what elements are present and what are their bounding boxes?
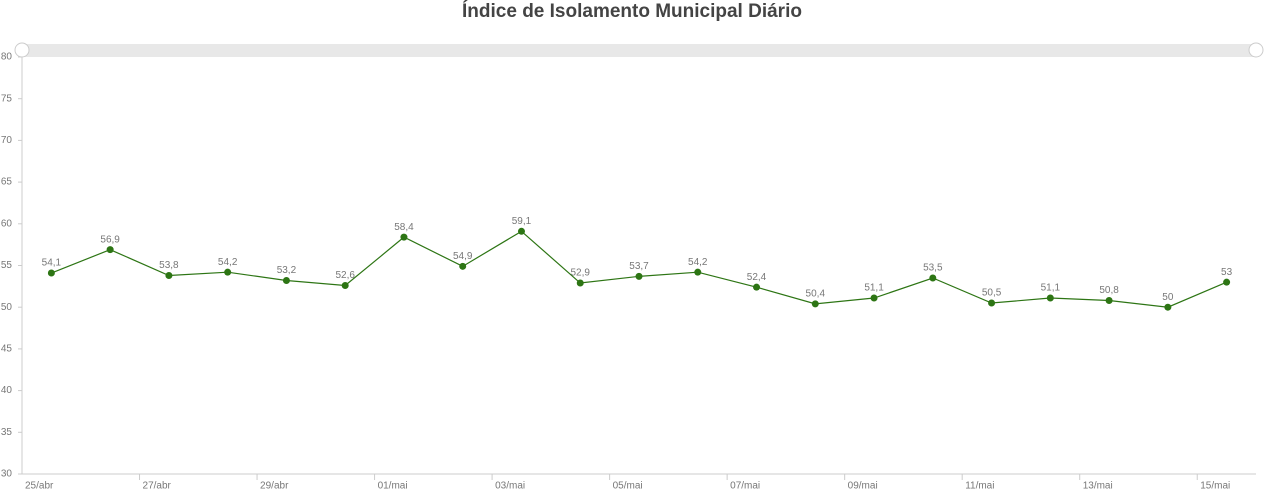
chart-title: Índice de Isolamento Municipal Diário xyxy=(462,0,802,22)
point xyxy=(400,233,408,241)
y-tick-label: 30 xyxy=(1,469,13,480)
data-label: 54,2 xyxy=(688,257,708,268)
x-tick-label: 01/mai xyxy=(378,481,408,492)
y-tick-label: 35 xyxy=(1,427,13,438)
data-label: 50,5 xyxy=(982,288,1002,299)
point xyxy=(47,269,55,277)
data-label: 52,9 xyxy=(571,268,591,279)
data-label: 59,1 xyxy=(512,216,532,227)
data-label: 52,4 xyxy=(747,272,767,283)
point xyxy=(517,227,525,235)
data-label: 50,4 xyxy=(806,289,826,300)
point xyxy=(694,268,702,276)
x-tick-label: 11/mai xyxy=(965,481,994,492)
data-label: 54,9 xyxy=(453,251,473,262)
x-tick-label: 29/abr xyxy=(260,481,289,492)
point xyxy=(224,268,232,276)
x-tick-label: 07/mai xyxy=(730,481,760,492)
point xyxy=(1164,303,1172,311)
point xyxy=(929,274,937,282)
data-label: 56,9 xyxy=(100,234,120,245)
point xyxy=(106,246,114,254)
data-label: 53,8 xyxy=(159,260,179,271)
point xyxy=(870,294,878,302)
y-tick-label: 65 xyxy=(1,177,13,188)
x-tick-label: 15/mai xyxy=(1200,481,1230,492)
x-tick-label: 25/abr xyxy=(25,481,54,492)
scroll-handle[interactable] xyxy=(14,42,30,58)
data-label: 53 xyxy=(1221,267,1233,278)
scrollbar[interactable] xyxy=(22,44,1256,57)
data-label: 50 xyxy=(1162,292,1174,303)
data-label: 53,2 xyxy=(277,265,297,276)
point xyxy=(576,279,584,287)
point xyxy=(165,272,173,280)
point xyxy=(1046,294,1054,302)
y-tick-label: 60 xyxy=(1,218,13,229)
x-tick-label: 03/mai xyxy=(495,481,525,492)
x-tick-label: 27/abr xyxy=(143,481,172,492)
data-label: 58,4 xyxy=(394,222,414,233)
y-tick-label: 75 xyxy=(1,93,13,104)
point xyxy=(341,282,349,290)
data-label: 54,1 xyxy=(42,258,62,269)
data-label: 51,1 xyxy=(1041,283,1061,294)
data-label: 50,8 xyxy=(1099,285,1119,296)
y-tick-label: 45 xyxy=(1,344,13,355)
x-tick-label: 09/mai xyxy=(848,481,878,492)
data-label: 52,6 xyxy=(335,270,355,281)
data-label: 54,2 xyxy=(218,257,238,268)
point xyxy=(282,277,290,285)
point xyxy=(988,299,996,307)
x-tick-label: 05/mai xyxy=(613,481,643,492)
point xyxy=(1223,278,1231,286)
point xyxy=(753,283,761,291)
data-label: 51,1 xyxy=(864,283,884,294)
point xyxy=(459,262,467,270)
point xyxy=(1105,297,1113,305)
y-tick-label: 40 xyxy=(1,385,13,396)
data-label: 53,7 xyxy=(629,261,649,272)
y-tick-label: 70 xyxy=(1,135,13,146)
y-tick-label: 50 xyxy=(1,302,13,313)
scroll-handle[interactable] xyxy=(1248,42,1264,58)
y-tick-label: 55 xyxy=(1,260,13,271)
point xyxy=(811,300,819,308)
x-tick-label: 13/mai xyxy=(1083,481,1113,492)
data-label: 53,5 xyxy=(923,263,943,274)
point xyxy=(635,272,643,280)
y-tick-label: 80 xyxy=(1,52,13,63)
